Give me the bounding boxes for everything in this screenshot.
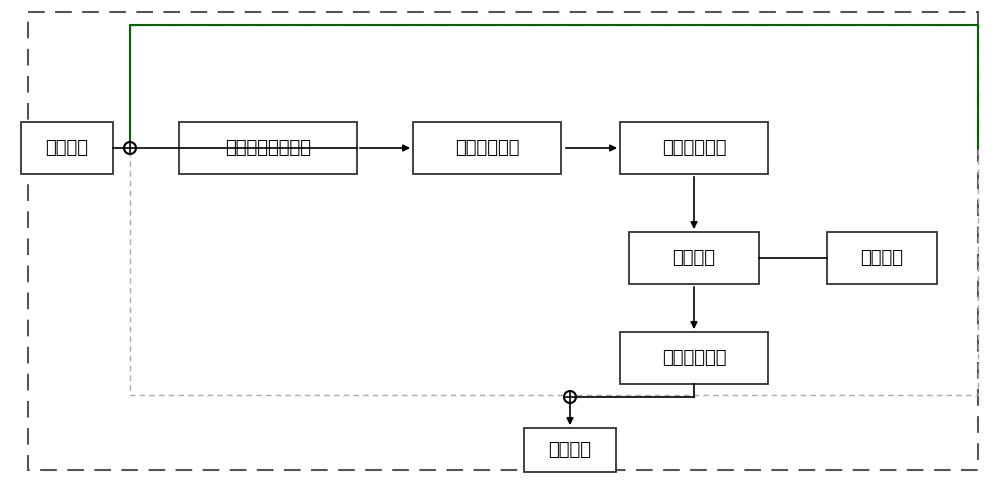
Text: 第一引脚: 第一引脚 [46,139,88,157]
Bar [629,232,759,284]
Bar [130,25,978,395]
Circle shape [124,142,136,154]
Bar [524,428,616,472]
Text: 反馈单元: 反馈单元 [860,249,904,267]
Text: 分组解码模块: 分组解码模块 [662,139,726,157]
Bar [620,122,768,174]
Text: 控制模块: 控制模块 [672,249,716,267]
Text: 熔丝读写单元: 熔丝读写单元 [662,349,726,367]
Bar [827,232,937,284]
Text: 数据传输模块: 数据传输模块 [455,139,519,157]
Circle shape [564,391,576,403]
Text: 第二引脚: 第二引脚 [548,441,592,459]
Bar [413,122,561,174]
Bar [21,122,113,174]
Bar [620,332,768,384]
Text: 测试模式判断模块: 测试模式判断模块 [225,139,311,157]
Bar [179,122,357,174]
